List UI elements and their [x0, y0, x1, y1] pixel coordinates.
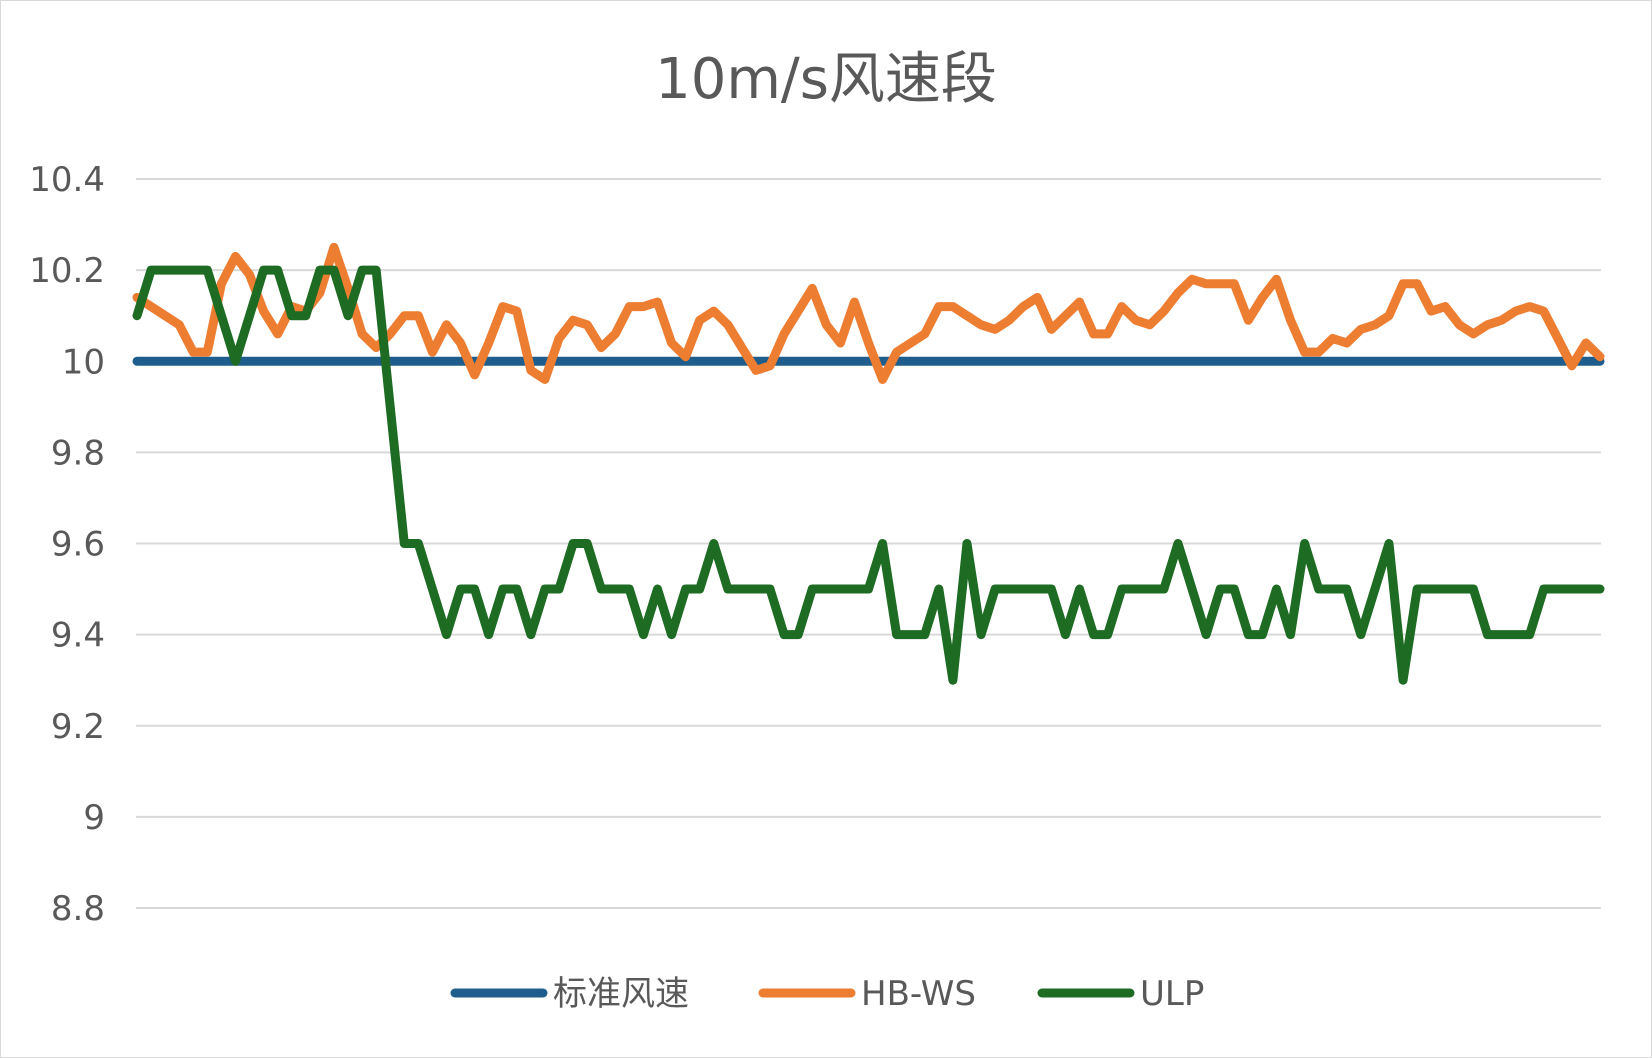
- y-tick-label: 10.2: [29, 251, 105, 291]
- y-tick-label: 9.6: [51, 525, 105, 565]
- y-tick-label: 9: [83, 798, 105, 838]
- legend-label: ULP: [1140, 974, 1204, 1014]
- chart-title: 10m/s风速段: [655, 47, 997, 112]
- legend-label: 标准风速: [553, 974, 689, 1014]
- series-lines: [132, 242, 1605, 685]
- y-tick-label: 10: [62, 342, 105, 382]
- y-tick-label: 8.8: [51, 889, 105, 929]
- y-tick-label: 9.2: [51, 707, 105, 747]
- y-tick-label: 9.8: [51, 433, 105, 473]
- y-tick-label: 9.4: [51, 616, 105, 656]
- y-tick-label: 10.4: [29, 160, 105, 200]
- series-line-2: [132, 265, 1605, 685]
- y-axis-ticks: 10.4 10.2 10 9.8 9.6 9.4 9.2 9 8.8: [29, 160, 105, 929]
- legend-label: HB-WS: [861, 974, 976, 1014]
- legend: 标准风速 HB-WS ULP: [450, 974, 1204, 1014]
